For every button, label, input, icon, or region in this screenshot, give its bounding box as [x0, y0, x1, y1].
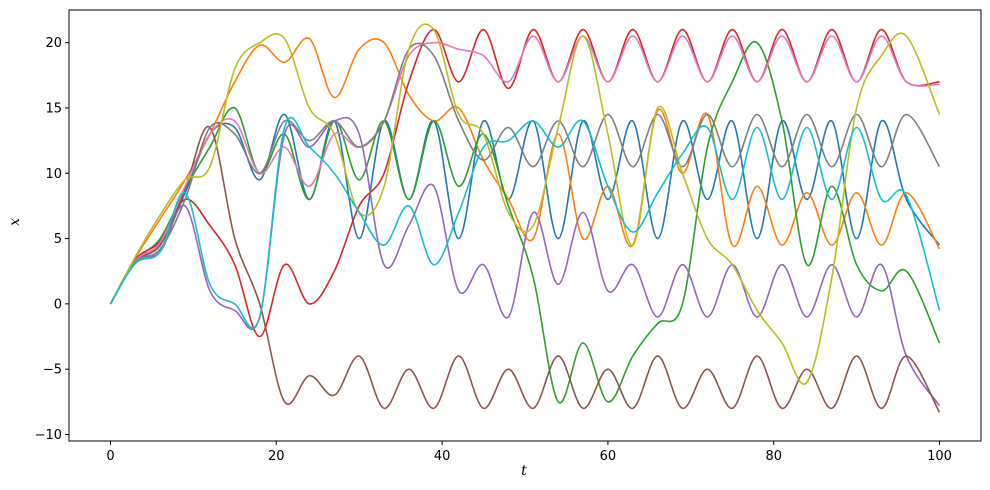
y-tick-label: 5 [54, 232, 62, 247]
series-line-7 [109, 35, 940, 305]
x-tick-label: 40 [434, 449, 451, 464]
y-tick-label: 10 [45, 167, 62, 182]
y-tick-label: 20 [45, 36, 62, 51]
series-line-4 [109, 28, 940, 338]
y-axis-label: x [7, 218, 23, 226]
series-line-2 [109, 37, 941, 305]
x-tick-label: 80 [765, 449, 782, 464]
x-tick-label: 100 [927, 449, 952, 464]
series-layer [109, 23, 941, 413]
series-line-1 [109, 113, 941, 305]
series-line-10 [109, 117, 941, 329]
series-line-3 [109, 40, 941, 404]
x-axis-label: t [521, 463, 527, 479]
x-axis: 0 20 40 60 80 100 [106, 441, 952, 464]
y-tick-label: −5 [43, 363, 62, 378]
x-tick-label: 60 [600, 449, 617, 464]
y-tick-label: −10 [35, 428, 62, 443]
plot-frame [68, 9, 982, 442]
y-axis: −10 −5 0 5 10 15 20 [35, 36, 69, 443]
series-line-6 [109, 125, 941, 413]
y-tick-label: 15 [45, 101, 62, 116]
series-line-8 [109, 42, 941, 305]
x-tick-label: 20 [268, 449, 285, 464]
series-line-9 [109, 23, 941, 385]
y-tick-label: 0 [54, 297, 62, 312]
x-tick-label: 0 [106, 449, 114, 464]
